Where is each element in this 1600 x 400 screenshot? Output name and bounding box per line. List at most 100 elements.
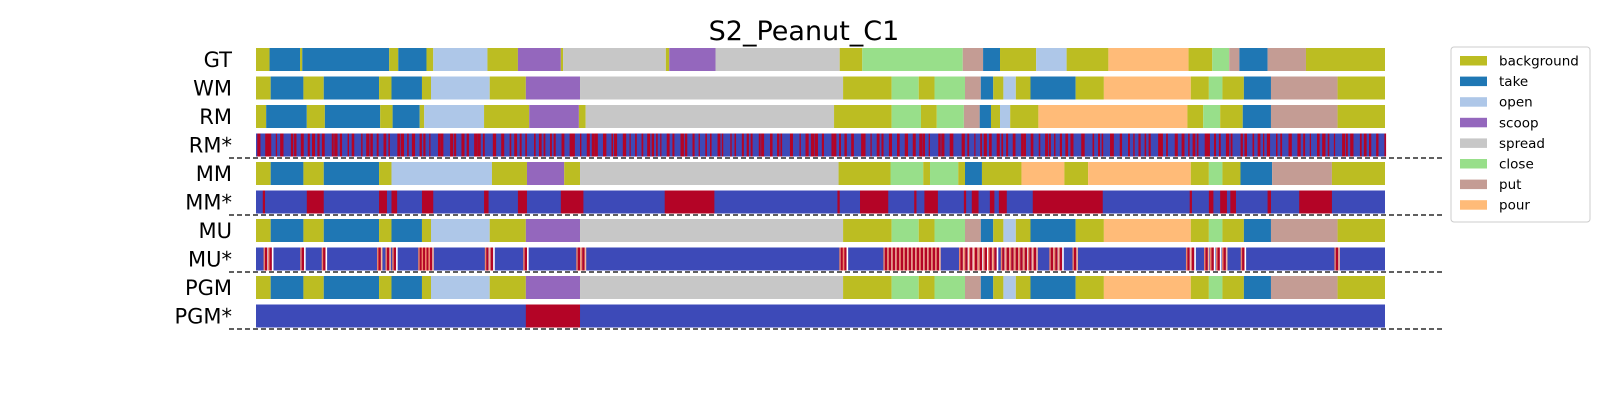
confidence-mark <box>543 133 546 157</box>
confidence-mark <box>1166 133 1168 157</box>
confidence-mark <box>900 247 904 271</box>
confidence-mark <box>517 190 527 214</box>
segment-take <box>1030 276 1076 299</box>
confidence-mark <box>651 133 655 157</box>
confidence-mark <box>419 133 422 157</box>
segment-background <box>1190 76 1209 100</box>
confidence-mark <box>494 133 497 157</box>
confidence-mark <box>1335 247 1339 271</box>
confidence-mark <box>514 133 518 157</box>
confidence-mark <box>1053 247 1056 271</box>
segment-background <box>1066 48 1109 71</box>
segment-background <box>1075 276 1104 299</box>
segment-take <box>1243 276 1271 299</box>
row-gt: GT <box>204 48 1385 72</box>
confidence-mark <box>525 304 581 328</box>
confidence-mark <box>378 247 381 271</box>
segment-put <box>965 219 981 242</box>
confidence-mark <box>1213 133 1217 157</box>
segment-background <box>981 162 1022 185</box>
segment-background <box>1190 276 1209 299</box>
segment-background <box>920 105 937 128</box>
confidence-mark <box>983 247 985 271</box>
confidence-mark <box>294 133 297 157</box>
confidence-mark <box>1359 133 1362 157</box>
confidence-mark <box>492 133 496 157</box>
segment-take <box>980 276 994 299</box>
segment-take <box>1239 48 1268 71</box>
confidence-mark <box>388 133 390 157</box>
confidence-mark <box>440 133 444 157</box>
confidence-mark <box>717 133 721 157</box>
confidence-mark <box>892 247 896 271</box>
confidence-mark <box>908 247 912 271</box>
row-wm: WM <box>193 76 1385 101</box>
confidence-mark <box>664 190 715 214</box>
confidence-mark <box>538 133 542 157</box>
confidence-mark <box>876 133 880 157</box>
confidence-mark <box>577 247 581 271</box>
row-label: WM <box>193 77 232 101</box>
segment-put <box>1270 105 1338 128</box>
segment-close <box>891 219 919 242</box>
segment-background <box>256 105 267 128</box>
confidence-mark <box>1222 247 1224 271</box>
confidence-mark <box>1376 133 1379 157</box>
segment-take <box>269 48 301 71</box>
confidence-mark <box>1266 133 1271 157</box>
confidence-mark <box>692 133 695 157</box>
confidence-mark <box>1220 190 1227 214</box>
confidence-mark <box>437 133 441 157</box>
confidence-mark <box>983 133 987 157</box>
confidence-mark <box>1049 247 1051 271</box>
segment-background <box>1015 276 1031 299</box>
confidence-mark <box>912 133 916 157</box>
confidence-mark <box>1059 247 1063 271</box>
confidence-mark <box>1188 133 1190 157</box>
confidence-mark <box>1187 247 1190 271</box>
confidence-mark <box>996 133 1000 157</box>
confidence-mark <box>967 133 970 157</box>
confidence-mark <box>982 247 984 271</box>
confidence-mark <box>602 133 607 157</box>
confidence-mark <box>844 133 847 157</box>
confidence-mark <box>271 247 274 271</box>
segment-background <box>303 162 324 185</box>
confidence-mark <box>576 247 578 271</box>
confidence-mark <box>935 247 937 271</box>
confidence-mark <box>347 133 350 157</box>
confidence-mark <box>400 133 405 157</box>
segment-background <box>1337 105 1385 128</box>
confidence-mark <box>1111 133 1114 157</box>
confidence-mark <box>454 133 457 157</box>
confidence-mark <box>269 247 272 271</box>
segment-pour <box>1103 76 1191 100</box>
segment-close <box>930 162 959 185</box>
segment-background <box>379 276 392 299</box>
confidence-mark <box>923 247 925 271</box>
segment-spread <box>715 48 840 71</box>
confidence-mark <box>904 247 908 271</box>
confidence-mark <box>970 247 973 271</box>
confidence-mark <box>758 133 761 157</box>
confidence-mark <box>1194 247 1196 271</box>
segment-scoop <box>517 48 561 71</box>
segment-background <box>1187 105 1204 128</box>
confidence-mark <box>370 133 373 157</box>
confidence-mark <box>1244 133 1247 157</box>
confidence-mark <box>423 247 426 271</box>
confidence-mark <box>862 133 866 157</box>
confidence-mark <box>1082 133 1085 157</box>
segment-take <box>270 276 304 299</box>
confidence-mark <box>1192 133 1196 157</box>
row-label: MU* <box>188 248 232 272</box>
confidence-mark <box>870 133 872 157</box>
confidence-mark <box>839 247 841 271</box>
segment-take <box>1242 105 1271 128</box>
confidence-mark <box>549 133 552 157</box>
confidence-mark <box>1032 247 1034 271</box>
confidence-mark <box>1023 247 1025 271</box>
confidence-mark <box>1242 247 1245 271</box>
confidence-mark <box>967 247 970 271</box>
segment-take <box>302 48 390 71</box>
